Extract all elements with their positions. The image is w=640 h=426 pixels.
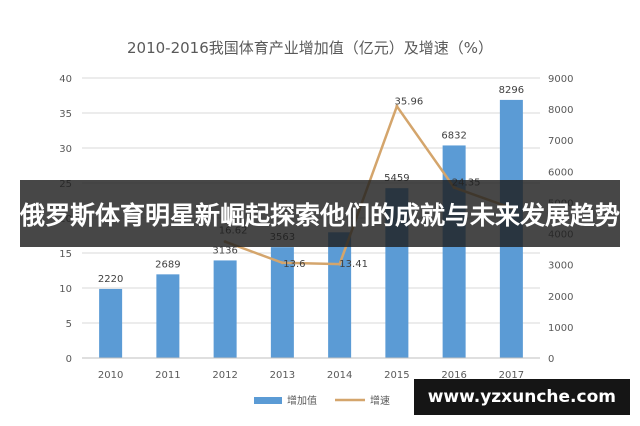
x-tick-label: 2010 — [98, 370, 123, 381]
growth-point-2015 — [395, 104, 399, 108]
right-tick-label: 2000 — [548, 292, 573, 303]
legend-label-bar: 增加值 — [287, 394, 317, 407]
growth-point-2013 — [280, 261, 284, 265]
growth-point-2014 — [338, 262, 342, 266]
bar-label-2010: 2220 — [98, 274, 123, 285]
bar-label-2015: 5459 — [384, 173, 409, 184]
chart-title: 2010-2016我国体育产业增加值（亿元）及增速（%） — [127, 39, 493, 57]
left-tick-label: 40 — [59, 74, 72, 85]
x-axis: 2010 2011 2012 2013 2014 2015 2016 2017 — [82, 357, 540, 381]
bar-2012 — [213, 260, 237, 358]
right-tick-label: 3000 — [548, 261, 573, 272]
x-tick-label: 2011 — [155, 370, 180, 381]
headline-banner: 俄罗斯体育明星新崛起探索他们的成就与未来发展趋势 — [20, 180, 620, 247]
bar-2014 — [328, 232, 352, 358]
x-tick-label: 2014 — [327, 370, 352, 381]
bar-2011 — [156, 274, 180, 358]
right-tick-label: 1000 — [548, 323, 573, 334]
headline-text: 俄罗斯体育明星新崛起探索他们的成就与未来发展趋势 — [20, 200, 621, 230]
right-tick-label: 7000 — [548, 136, 573, 147]
legend-swatch-bar — [254, 397, 282, 404]
left-tick-label: 10 — [59, 284, 72, 295]
x-tick-label: 2016 — [441, 370, 466, 381]
bar-label-2012: 3136 — [212, 245, 237, 256]
watermark-text: www.yzxunche.com — [427, 387, 616, 407]
right-tick-label: 8000 — [548, 105, 573, 116]
legend: 增加值 增速 — [254, 394, 390, 407]
right-tick-label: 6000 — [548, 167, 573, 178]
bar-label-2017: 8296 — [499, 85, 524, 96]
x-tick-label: 2012 — [212, 370, 237, 381]
x-tick-label: 2017 — [499, 370, 524, 381]
x-tick-label: 2013 — [270, 370, 295, 381]
left-tick-label: 35 — [59, 109, 72, 120]
right-tick-label: 0 — [548, 354, 554, 365]
watermark: www.yzxunche.com — [413, 379, 630, 415]
bar-2013 — [270, 247, 294, 358]
growth-label-2013: 13.6 — [283, 259, 305, 270]
bar-label-2011: 2689 — [155, 259, 180, 270]
left-tick-label: 30 — [59, 144, 72, 155]
right-tick-label: 9000 — [548, 74, 573, 85]
left-tick-label: 0 — [66, 354, 72, 365]
growth-label-2014: 13.41 — [339, 259, 368, 270]
left-tick-label: 5 — [66, 319, 72, 330]
bar-label-2016: 6832 — [441, 130, 466, 141]
legend-label-line: 增速 — [370, 394, 390, 407]
x-tick-label: 2015 — [384, 370, 409, 381]
left-tick-label: 15 — [59, 249, 72, 260]
growth-label-2015: 35.96 — [395, 96, 424, 107]
bar-2010 — [99, 288, 123, 358]
